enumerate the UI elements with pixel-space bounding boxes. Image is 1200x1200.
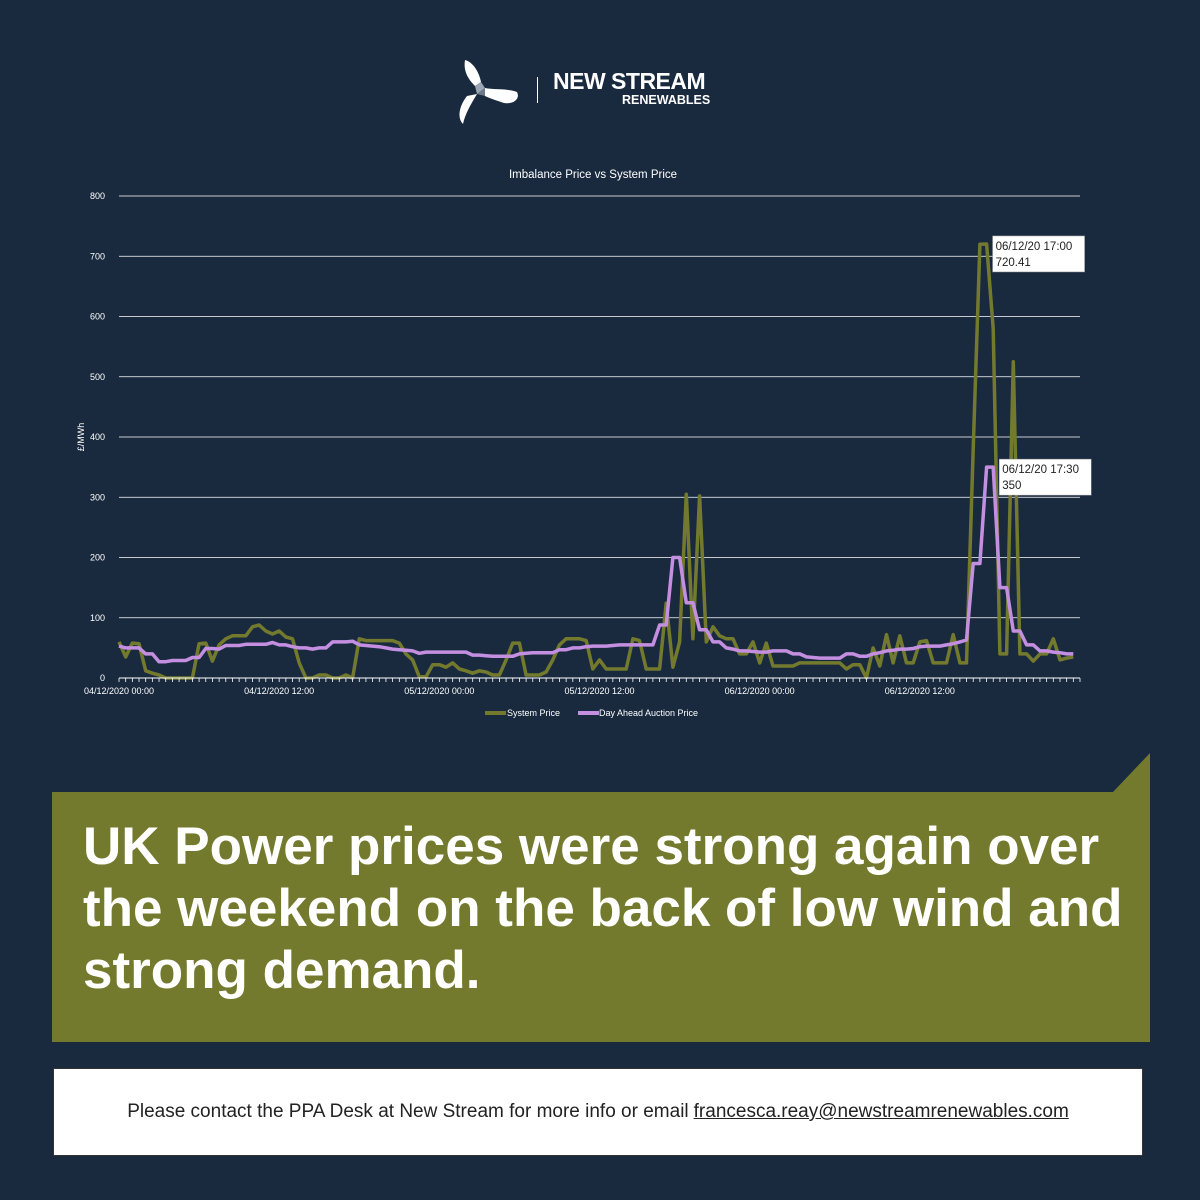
legend-label-system-price: System Price: [507, 708, 560, 718]
brand-name: NEW STREAM: [553, 68, 706, 94]
contact-footer: Please contact the PPA Desk at New Strea…: [53, 1068, 1143, 1156]
callout-date: 06/12/20 17:00: [996, 241, 1073, 253]
x-tick-label: 05/12/2020 12:00: [564, 686, 634, 696]
data-callout: 06/12/20 17:30 350: [998, 458, 1092, 496]
brand-subname: RENEWABLES: [622, 93, 711, 107]
legend: System Price Day Ahead Auction Price: [485, 708, 698, 718]
y-tick-label: 200: [90, 553, 105, 563]
x-tick-label: 06/12/2020 00:00: [725, 686, 795, 696]
email-link[interactable]: francesca.reay@newstreamrenewables.com: [693, 1101, 1069, 1122]
y-tick-label: 100: [90, 613, 105, 623]
x-tick-label: 04/12/2020 00:00: [84, 686, 154, 696]
y-tick-label: 500: [90, 372, 105, 382]
logo-divider: [537, 77, 538, 103]
callout-box: [998, 458, 1092, 496]
brand-logo: [459, 60, 518, 124]
x-tick-label: 05/12/2020 00:00: [404, 686, 474, 696]
data-callout: 06/12/20 17:00 720.41: [992, 235, 1085, 273]
y-tick-label: 0: [100, 673, 105, 683]
series-line-day-ahead-auction-price: [118, 465, 1074, 664]
headline-text: UK Power prices were strong again over t…: [83, 817, 1123, 1000]
price-chart: Imbalance Price vs System Price £/MWh 0 1…: [76, 169, 1092, 718]
y-tick-label: 700: [90, 251, 105, 261]
contact-text: Please contact the PPA Desk at New Strea…: [127, 1101, 689, 1122]
y-tick-label: 300: [90, 492, 105, 502]
x-tick-label: 06/12/2020 12:00: [885, 686, 955, 696]
callout-value: 350: [1002, 480, 1021, 492]
y-tick-label: 400: [90, 432, 105, 442]
y-tick-label: 800: [90, 191, 105, 201]
x-tick-label: 04/12/2020 12:00: [244, 686, 314, 696]
chart-title: Imbalance Price vs System Price: [509, 169, 677, 181]
y-tick-label: 600: [90, 312, 105, 322]
callout-box: [992, 235, 1085, 273]
legend-label-day-ahead: Day Ahead Auction Price: [599, 708, 698, 718]
callout-value: 720.41: [996, 257, 1031, 269]
series-line-system-price: [117, 242, 1074, 680]
callout-date: 06/12/20 17:30: [1002, 464, 1079, 476]
y-axis-label: £/MWh: [76, 423, 86, 452]
